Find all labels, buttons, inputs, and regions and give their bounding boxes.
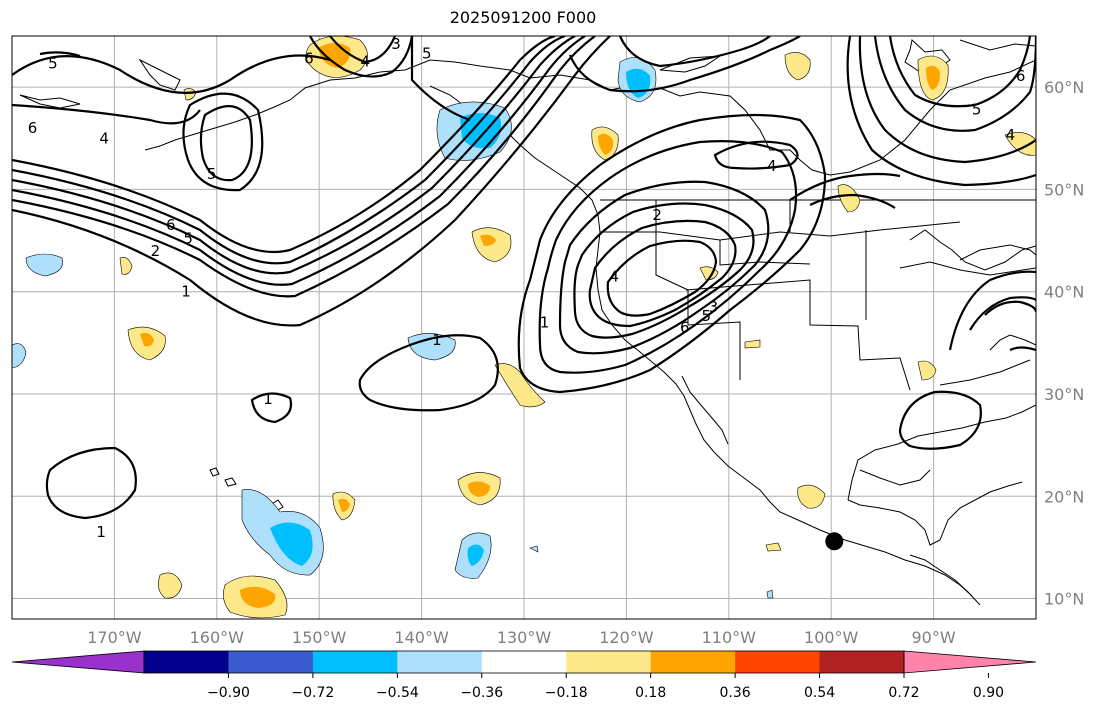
latitude-tick-labels: 60°N 50°N 40°N 30°N 20°N 10°N [1044,78,1084,608]
map-frame [11,35,1037,620]
lat-tick-label-5: 10°N [1044,590,1084,609]
contour-label-3: 5 [207,165,217,183]
lon-tick-label-5: 120°W [599,628,654,647]
longitude-tick-labels: 170°W 160°W 150°W 140°W 130°W 120°W 110°W 100°W… [87,628,956,647]
contour-label-0: 5 [48,55,58,73]
contour-label-2: 4 [99,129,109,147]
contour-label-15: 2 [652,206,662,224]
contour-label-4: 6 [166,216,176,234]
lon-tick-label-2: 150°W [292,628,347,647]
colorbar-tick-label-7: 0.54 [804,685,835,701]
colorbar-arrow-right [903,650,1037,674]
colorbar-segment-4 [481,651,567,673]
lon-tick-label-0: 170°W [87,628,142,647]
lat-tick-label-3: 30°N [1044,385,1084,404]
contour-label-22: 5 [972,101,982,119]
shaded-regions [12,36,1036,619]
contour-label-6: 2 [151,242,161,260]
colorbar-segment-0 [144,651,229,673]
colorbar-segment-3 [397,651,483,673]
contour-label-23: 6 [1016,67,1026,85]
colorbar-segment-8 [819,651,905,673]
contour-label-1: 6 [28,119,38,137]
contour-label-12: 4 [361,53,371,71]
lat-tick-label-0: 60°N [1044,78,1084,97]
contour-label-8: 1 [432,331,442,349]
graticule [12,36,1036,619]
colorbar-frame [143,650,905,674]
colorbar: −0.90 −0.72 −0.54 −0.36 −0.18 0.18 0.36 0.54 0.7… [11,650,1037,701]
lon-tick-label-8: 90°W [912,628,956,647]
colorbar-segment-2 [312,651,398,673]
contour-label-9: 1 [263,390,273,408]
lat-tick-label-2: 40°N [1044,283,1084,302]
colorbar-tick-label-2: −0.54 [376,685,419,701]
contour-label-17: 4 [767,157,777,175]
contour-label-20: 3 [709,298,719,316]
location-marker [825,532,844,551]
lat-tick-label-1: 50°N [1044,180,1084,199]
colorbar-tick-label-6: 0.36 [720,685,751,701]
contour-label-19: 6 [680,319,690,337]
lon-tick-label-6: 110°W [702,628,757,647]
contour-label-24: 4 [1006,126,1016,144]
colorbar-tick-label-1: −0.72 [291,685,334,701]
colorbar-segment-1 [228,651,314,673]
colorbar-segment-7 [735,651,821,673]
contour-label-26: 4 [1084,296,1094,314]
lon-tick-label-7: 100°W [804,628,859,647]
lon-tick-label-3: 140°W [394,628,449,647]
colorbar-tick-label-9: 0.90 [973,685,1004,701]
contour-lines [12,36,1036,520]
colorbar-arrow-left [11,650,145,674]
colorbar-tick-label-0: −0.90 [207,685,250,701]
contour-label-21: 5 [701,307,711,325]
chart-title: 2025091200 F000 [449,8,597,27]
colorbar-tick-label-4: −0.18 [545,685,588,701]
lon-tick-label-4: 130°W [497,628,552,647]
contour-label-18: 4 [609,267,619,285]
contour-label-10: 1 [96,523,106,541]
lon-tick-label-1: 160°W [190,628,245,647]
colorbar-tick-label-3: −0.36 [460,685,503,701]
contour-label-11: 6 [304,50,314,68]
colorbar-segment-6 [650,651,736,673]
contour-label-16: 1 [540,313,550,331]
colorbar-segment-5 [566,651,652,673]
contour-label-5: 5 [183,230,193,248]
colorbar-tick-label-8: 0.72 [888,685,919,701]
contour-label-14: 5 [422,44,432,62]
lat-tick-label-4: 20°N [1044,487,1084,506]
contour-label-13: 3 [391,35,401,53]
contour-label-7: 1 [181,283,191,301]
marker-dot [825,532,844,551]
colorbar-tick-label-5: 0.18 [635,685,666,701]
